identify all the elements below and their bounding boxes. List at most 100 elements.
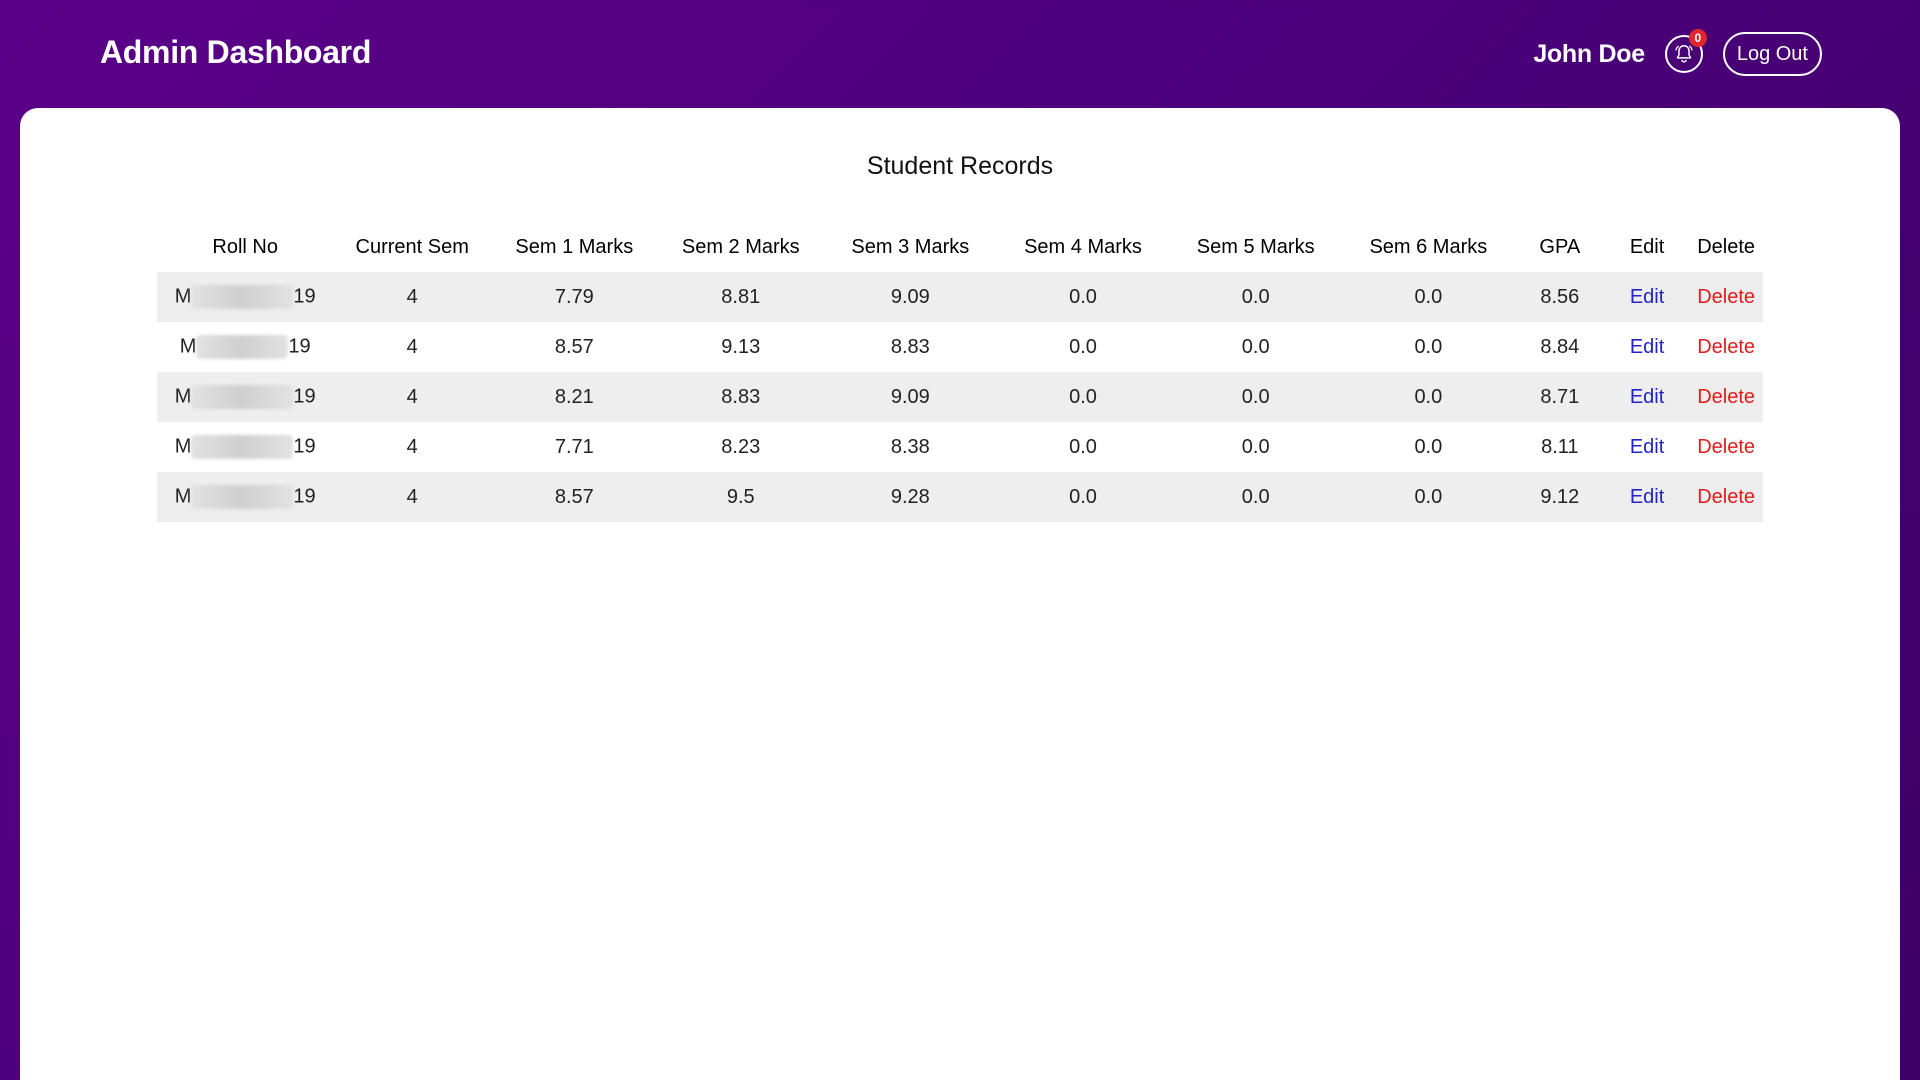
sem4-cell: 0.0: [1069, 485, 1097, 508]
sem6-cell: 0.0: [1414, 485, 1443, 508]
current-sem-cell: 4: [406, 435, 418, 458]
sem3-cell: 8.38: [890, 435, 930, 458]
delete-cell: Delete: [1689, 272, 1763, 322]
sem4-cell: 0.0: [1069, 385, 1097, 408]
edit-cell: Edit: [1605, 322, 1689, 372]
top-header: Admin Dashboard John Doe 0 Log Out: [0, 0, 1920, 108]
sem2-cell: 8.83: [721, 385, 761, 408]
sem4-cell: 0.0: [1069, 285, 1097, 308]
edit-cell: Edit: [1605, 472, 1689, 522]
sem5-cell: 0.0: [1241, 285, 1270, 308]
edit-cell: Edit: [1605, 422, 1689, 472]
gpa-cell: 8.84: [1540, 335, 1580, 358]
column-header-sem1: Sem 1 Marks: [515, 235, 634, 258]
table-row: M 19 4 7.71 8.23 8.38 0.0 0.0 0.0 8.11 Ed…: [157, 422, 1763, 472]
column-header-sem6: Sem 6 Marks: [1369, 235, 1488, 258]
column-header-sem2: Sem 2 Marks: [681, 235, 800, 258]
delete-link[interactable]: Delete: [1697, 435, 1755, 458]
roll-prefix: M: [174, 385, 192, 408]
sem2-cell: 9.5: [726, 485, 755, 508]
sem3-cell: 9.28: [890, 485, 930, 508]
sem3-cell: 9.09: [890, 285, 930, 308]
sem5-cell: 0.0: [1241, 335, 1270, 358]
gpa-cell: 8.11: [1541, 435, 1579, 458]
sem2-cell: 8.81: [721, 285, 761, 308]
edit-cell: Edit: [1605, 372, 1689, 422]
roll-suffix: 19: [288, 335, 311, 358]
logout-button[interactable]: Log Out: [1722, 32, 1822, 76]
delete-link[interactable]: Delete: [1697, 485, 1755, 508]
redacted-roll: [196, 335, 289, 359]
current-sem-cell: 4: [406, 385, 418, 408]
delete-cell: Delete: [1689, 322, 1763, 372]
sem3-cell: 8.83: [890, 335, 930, 358]
notification-badge: 0: [1688, 29, 1707, 47]
edit-link[interactable]: Edit: [1629, 435, 1665, 458]
roll-prefix: M: [174, 435, 192, 458]
column-header-sem5: Sem 5 Marks: [1196, 235, 1315, 258]
roll-no-cell: M 19: [157, 272, 333, 322]
current-sem-cell: 4: [406, 285, 418, 308]
sem4-cell: 0.0: [1069, 435, 1097, 458]
sem6-cell: 0.0: [1414, 335, 1443, 358]
sem4-cell: 0.0: [1069, 335, 1097, 358]
sem6-cell: 0.0: [1414, 385, 1443, 408]
sem1-cell: 8.57: [554, 485, 594, 508]
sem5-cell: 0.0: [1241, 485, 1270, 508]
content-card: Student Records Roll No Current Sem Sem …: [20, 108, 1900, 1080]
student-records-table: Roll No Current Sem Sem 1 Marks Sem 2 Ma…: [157, 222, 1763, 522]
gpa-cell: 8.56: [1540, 285, 1580, 308]
gpa-cell: 9.12: [1540, 485, 1580, 508]
current-sem-cell: 4: [406, 335, 418, 358]
sem1-cell: 8.57: [554, 335, 594, 358]
app-title: Admin Dashboard: [100, 34, 372, 70]
sem1-cell: 7.71: [554, 435, 594, 458]
user-name: John Doe: [1533, 39, 1645, 68]
roll-suffix: 19: [293, 485, 316, 508]
delete-link[interactable]: Delete: [1697, 335, 1755, 358]
sem3-cell: 9.09: [890, 385, 930, 408]
edit-link[interactable]: Edit: [1629, 485, 1665, 508]
delete-cell: Delete: [1689, 472, 1763, 522]
table-header-row: Roll No Current Sem Sem 1 Marks Sem 2 Ma…: [157, 222, 1763, 272]
table-row: M 19 4 8.21 8.83 9.09 0.0 0.0 0.0 8.71 Ed…: [157, 372, 1763, 422]
roll-suffix: 19: [293, 285, 316, 308]
roll-suffix: 19: [293, 435, 316, 458]
table-row: M 19 4 8.57 9.13 8.83 0.0 0.0 0.0 8.84 Ed…: [157, 322, 1763, 372]
edit-cell: Edit: [1605, 272, 1689, 322]
column-header-current-sem: Current Sem: [355, 235, 469, 258]
delete-cell: Delete: [1689, 372, 1763, 422]
roll-no-cell: M 19: [157, 422, 333, 472]
delete-link[interactable]: Delete: [1697, 385, 1755, 408]
table-row: M 19 4 7.79 8.81 9.09 0.0 0.0 0.0 8.56 Ed…: [157, 272, 1763, 322]
edit-link[interactable]: Edit: [1629, 385, 1665, 408]
edit-link[interactable]: Edit: [1629, 335, 1665, 358]
gpa-cell: 8.71: [1540, 385, 1580, 408]
roll-suffix: 19: [293, 385, 316, 408]
sem2-cell: 9.13: [721, 335, 761, 358]
edit-link[interactable]: Edit: [1629, 285, 1665, 308]
roll-prefix: M: [174, 485, 192, 508]
roll-prefix: M: [174, 285, 192, 308]
current-sem-cell: 4: [406, 485, 418, 508]
sem5-cell: 0.0: [1241, 385, 1270, 408]
sem1-cell: 8.21: [554, 385, 594, 408]
column-header-edit: Edit: [1629, 235, 1665, 258]
redacted-roll: [191, 285, 294, 309]
redacted-roll: [191, 385, 294, 409]
bell-icon: [1675, 45, 1693, 63]
sem2-cell: 8.23: [721, 435, 761, 458]
column-header-delete: Delete: [1697, 235, 1755, 258]
roll-prefix: M: [179, 335, 197, 358]
sem1-cell: 7.79: [554, 285, 594, 308]
column-header-sem3: Sem 3 Marks: [851, 235, 970, 258]
notifications-button[interactable]: 0: [1664, 29, 1707, 73]
table-row: M 19 4 8.57 9.5 9.28 0.0 0.0 0.0 9.12 Edi…: [157, 472, 1763, 522]
sem5-cell: 0.0: [1241, 435, 1270, 458]
sem6-cell: 0.0: [1414, 285, 1443, 308]
delete-link[interactable]: Delete: [1697, 285, 1755, 308]
redacted-roll: [191, 435, 294, 459]
sem6-cell: 0.0: [1414, 435, 1443, 458]
page-title: Student Records: [866, 152, 1054, 180]
column-header-sem4: Sem 4 Marks: [1024, 235, 1142, 258]
